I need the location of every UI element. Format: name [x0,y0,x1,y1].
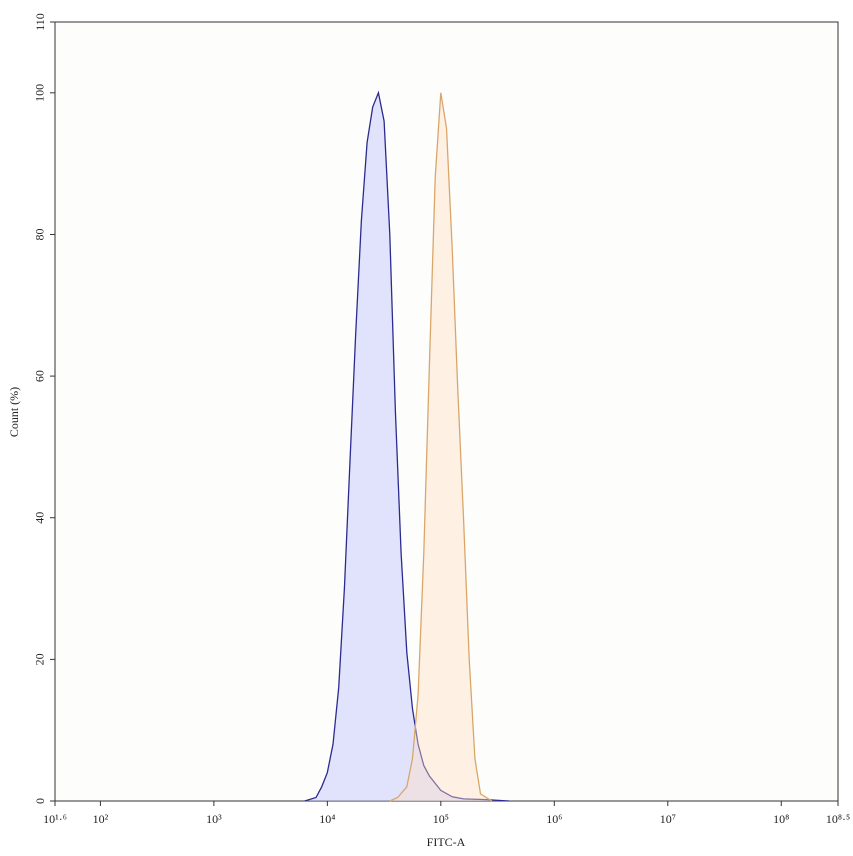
area-fill [389,92,492,802]
x-axis-label: FITC-A [427,835,466,849]
y-axis-label: Count (%) [7,387,21,437]
series-line [304,90,509,802]
plot-area [54,21,839,802]
y-tick-label: 100 [33,84,47,102]
x-tick-label: 10⁵ [433,812,449,826]
area-fill [304,92,509,802]
x-tick-label: 10⁸·⁵ [826,812,850,826]
x-tick-label: 10⁷ [660,812,676,826]
x-tick-label: 10³ [206,812,222,826]
y-tick-label: 20 [33,653,47,665]
y-tick-label: 110 [33,13,47,31]
x-tick-label: 10⁶ [546,812,562,826]
x-tick-label: 10¹·⁶ [43,812,67,826]
x-tick-label: 10² [93,812,109,826]
series-line [389,92,493,802]
x-tick-label: 10⁸ [773,812,789,826]
x-tick-label: 10⁴ [319,812,335,826]
y-tick-label: 40 [33,512,47,524]
y-tick-label: 60 [33,370,47,382]
y-tick-label: 80 [33,228,47,240]
y-tick-label: 0 [33,798,47,804]
